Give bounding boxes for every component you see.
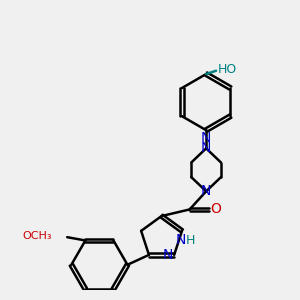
Text: N: N [201,131,211,146]
Text: N: N [162,248,173,262]
Text: OCH₃: OCH₃ [23,230,52,241]
Text: N: N [201,141,211,155]
Text: H: H [185,234,195,247]
Text: N: N [201,184,211,198]
Text: N: N [175,233,185,247]
Text: HO: HO [218,63,237,76]
Text: O: O [210,202,221,216]
